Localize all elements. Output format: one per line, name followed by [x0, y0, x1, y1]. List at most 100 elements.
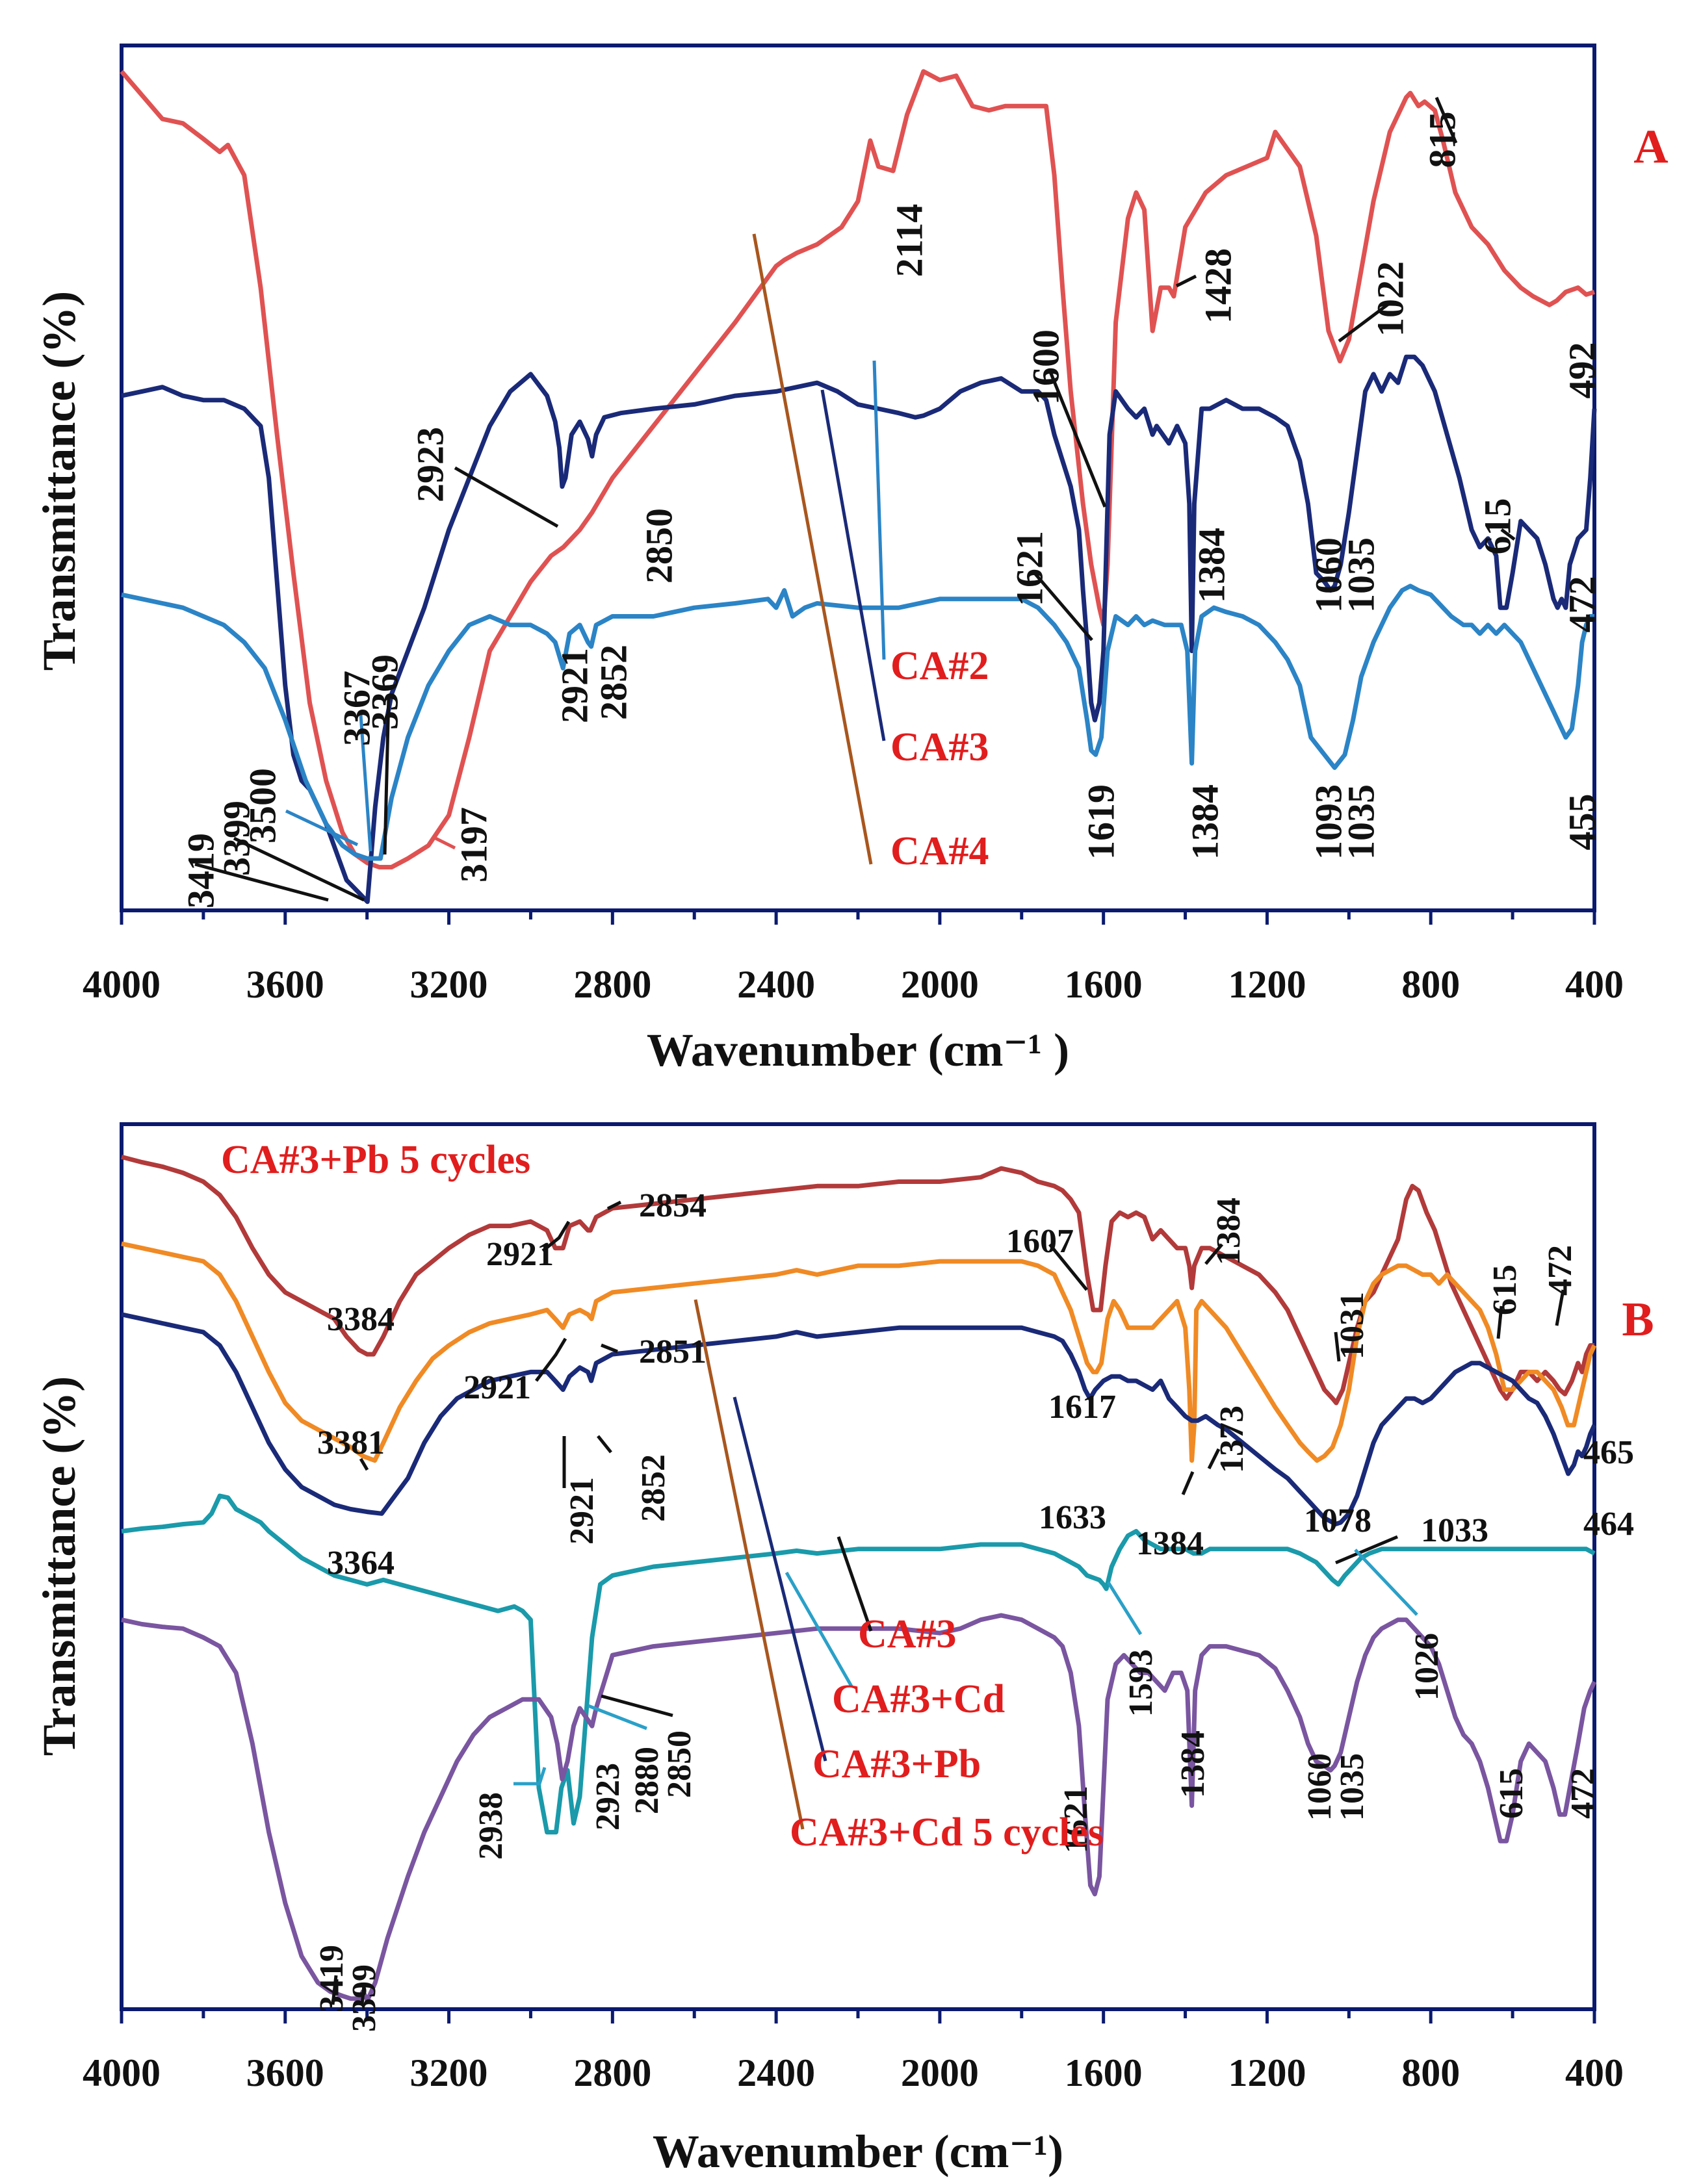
peak-label-2938: 2938: [473, 1792, 510, 1860]
legend-label-ca-3: CA#3: [858, 1612, 957, 1656]
leader-2923: [454, 466, 559, 528]
legend-line-ca4: [752, 233, 873, 865]
peak-label-1384: 1384: [1190, 528, 1232, 603]
peak-label-615: 615: [1487, 1265, 1524, 1315]
leader-2851: [601, 1343, 618, 1354]
peak-label-1022: 1022: [1369, 261, 1411, 337]
leader-1607: [1048, 1243, 1088, 1291]
leader-2921-b2: [535, 1337, 567, 1382]
legend-label-ca-3-pb: CA#3+Pb: [812, 1742, 981, 1786]
leader-1593: [1106, 1581, 1143, 1636]
peak-label-3419: 3419: [313, 1945, 350, 2012]
legend-line-ca3: [837, 1536, 873, 1632]
x-tick-label-2800: 2800: [573, 2051, 651, 2094]
peak-label-3367: 3367: [335, 671, 378, 746]
panel-a-y-axis-title: Transmittance (%): [33, 291, 85, 671]
peak-label-1384: 1384: [1184, 784, 1226, 860]
legend-label-ca-4: CA#4: [890, 829, 989, 873]
x-tick-label-3200: 3200: [410, 963, 488, 1006]
x-tick-label-1200: 1200: [1228, 2051, 1306, 2094]
peak-label-2921: 2921: [486, 1236, 554, 1273]
series-line-ca-3-cd: [121, 1493, 1596, 1835]
x-tick-label-2800: 2800: [573, 963, 651, 1006]
peak-label-2921: 2921: [564, 1477, 601, 1545]
panel-b-letter: B: [1622, 1293, 1654, 1346]
peak-label-1035: 1035: [1340, 537, 1382, 613]
peak-label-3399: 3399: [215, 801, 257, 876]
peak-label-3197: 3197: [452, 807, 495, 882]
peak-label-2851: 2851: [639, 1333, 707, 1370]
peak-label-455: 455: [1561, 794, 1603, 851]
x-tick-label-400: 400: [1565, 963, 1624, 1006]
leader-3367: [359, 714, 372, 852]
peak-label-1384: 1384: [1136, 1525, 1204, 1562]
legend-label-ca-3: CA#3: [890, 725, 989, 769]
series-line-ca-3-pb: [121, 1312, 1597, 1527]
peak-label-2852: 2852: [592, 645, 634, 720]
leader-2852: [597, 1435, 612, 1454]
peak-label-472: 472: [1565, 1768, 1602, 1819]
peak-label-1035: 1035: [1340, 784, 1382, 860]
peak-label-3500: 3500: [241, 768, 283, 843]
legend-line-ca2: [872, 360, 886, 660]
peak-label-815: 815: [1421, 112, 1463, 168]
legend-label-ca-3-cd-5-cycles: CA#3+Cd 5 cycles: [790, 1810, 1104, 1855]
x-tick-label-4000: 4000: [83, 963, 161, 1006]
peak-label-2921: 2921: [463, 1369, 531, 1406]
panel-a-legend: CA#2 CA#3 CA#4: [890, 644, 989, 873]
leader-1384-b2: [1181, 1471, 1195, 1495]
peak-label-1060: 1060: [1301, 1753, 1338, 1821]
x-tick-label-3200: 3200: [410, 2051, 488, 2094]
x-tick-label-800: 800: [1401, 963, 1460, 1006]
panel-b-x-ticks: 4000 3600 3200 2800 2400 2000 1600 1200 800 400: [83, 2009, 1624, 2094]
panel-a-series: [120, 69, 1597, 905]
x-tick-label-800: 800: [1401, 2051, 1460, 2094]
peak-label-1384: 1384: [1175, 1730, 1212, 1798]
panel-a-peak-leader-lines: [194, 97, 1516, 902]
peak-label-1607: 1607: [1006, 1223, 1074, 1260]
panel-a-x-ticks: 4000 3600 3200 2800 2400 2000 1600 1200 800 400: [83, 910, 1624, 1006]
peak-label-1373: 1373: [1214, 1406, 1251, 1473]
peak-label-1031: 1031: [1334, 1292, 1371, 1359]
x-tick-label-1200: 1200: [1228, 963, 1306, 1006]
legend-line-ca3-pb: [733, 1396, 827, 1762]
peak-label-2854: 2854: [639, 1187, 707, 1224]
peak-label-2114: 2114: [888, 204, 930, 277]
series-line-ca-3: [121, 1613, 1597, 2003]
peak-label-2850: 2850: [661, 1730, 698, 1798]
leader-815: [1435, 97, 1458, 144]
peak-label-1600: 1600: [1024, 329, 1067, 405]
peak-label-1384: 1384: [1210, 1198, 1247, 1265]
x-tick-label-2000: 2000: [901, 2051, 979, 2094]
panel-a-x-axis-title: Wavenumber (cm⁻¹ ): [647, 1024, 1069, 1076]
x-tick-label-4000: 4000: [83, 2051, 161, 2094]
x-tick-label-1600: 1600: [1065, 2051, 1143, 2094]
legend-label-ca-2: CA#2: [890, 644, 989, 688]
legend-label-ca-3-cd: CA#3+Cd: [832, 1677, 1005, 1721]
panel-b-legend: CA#3 CA#3+Cd CA#3+Pb CA#3+Cd 5 cycles CA#3+P…: [221, 1138, 1104, 1855]
leader-3419-b: [331, 1975, 338, 2005]
leader-3399-b: [360, 1985, 366, 2005]
peak-label-1621: 1621: [1008, 531, 1050, 606]
peak-label-3384: 3384: [327, 1301, 395, 1338]
panel-a-plot-frame: [120, 44, 1596, 912]
peak-label-1621: 1621: [1058, 1786, 1095, 1853]
x-tick-label-1600: 1600: [1065, 963, 1143, 1006]
x-tick-label-400: 400: [1565, 2051, 1624, 2094]
panel-b-peak-labels: 2921 2854 3384 1607 1384 1031 615 472 3381 2921 28…: [313, 1187, 1634, 2032]
peak-label-1035: 1035: [1334, 1753, 1371, 1821]
panel-a-chart: 4000 3600 3200 2800 2400 2000 1600 1200 800 400 3…: [33, 44, 1669, 1076]
leader-1022: [1338, 301, 1392, 342]
peak-label-1033: 1033: [1421, 1512, 1488, 1549]
leader-2938: [513, 1767, 547, 1786]
leader-3399: [233, 836, 365, 902]
peak-label-3381: 3381: [317, 1424, 385, 1461]
leader-1600: [1048, 370, 1107, 507]
peak-label-1633: 1633: [1039, 1499, 1106, 1536]
peak-label-2923: 2923: [590, 1763, 627, 1831]
peak-label-465: 465: [1583, 1434, 1634, 1471]
peak-label-2852: 2852: [635, 1454, 672, 1522]
panel-b-peak-leader-lines: [331, 1200, 1565, 2005]
leader-1373: [1207, 1448, 1221, 1470]
